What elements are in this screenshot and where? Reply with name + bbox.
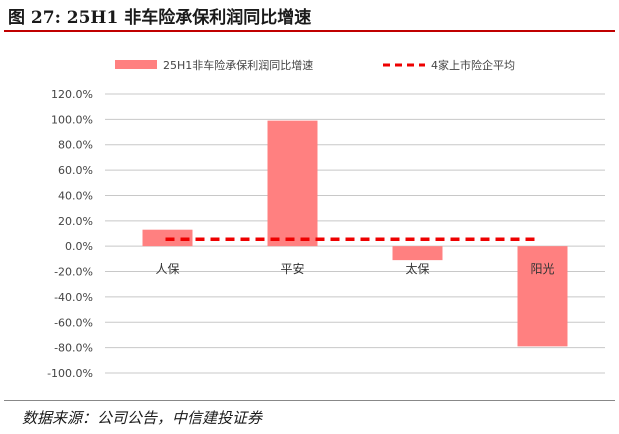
- y-tick-label: -100.0%: [47, 367, 93, 380]
- category-label: 阳光: [530, 262, 554, 276]
- grid-lines: [105, 93, 605, 374]
- y-tick-label: 20.0%: [58, 215, 93, 228]
- legend: 25H1非车险承保利润同比增速 4家上市险企平均: [115, 58, 515, 72]
- source-rule: [4, 400, 615, 401]
- y-tick-label: -80.0%: [54, 342, 93, 355]
- y-axis: 120.0% 100.0% 80.0% 60.0% 40.0% 20.0% 0.0% -20.…: [47, 88, 93, 380]
- y-tick-label: 120.0%: [51, 88, 93, 101]
- legend-bar-label: 25H1非车险承保利润同比增速: [163, 58, 313, 72]
- bar-太保: [392, 246, 443, 261]
- bar-阳光: [517, 246, 568, 347]
- figure-title: 图 27: 25H1 非车险承保利润同比增速: [8, 8, 312, 28]
- category-label: 太保: [405, 261, 429, 276]
- category-labels: 人保 平安 太保 阳光: [155, 261, 554, 276]
- category-label: 平安: [280, 261, 304, 276]
- y-tick-label: 0.0%: [65, 240, 93, 253]
- y-tick-label: -40.0%: [54, 291, 93, 304]
- y-tick-label: -60.0%: [54, 316, 93, 329]
- legend-line-label: 4家上市险企平均: [431, 58, 515, 72]
- y-tick-label: 60.0%: [58, 164, 93, 177]
- y-tick-label: 40.0%: [58, 189, 93, 202]
- bar-平安: [267, 120, 318, 247]
- category-label: 人保: [155, 262, 179, 276]
- bars: [142, 120, 568, 347]
- y-tick-label: -20.0%: [54, 266, 93, 279]
- y-tick-label: 100.0%: [51, 113, 93, 126]
- source-note: 数据来源：公司公告，中信建投证券: [22, 409, 263, 427]
- bar-chart: 120.0% 100.0% 80.0% 60.0% 40.0% 20.0% 0.0% -20.…: [47, 58, 605, 380]
- legend-bar-swatch: [115, 60, 157, 69]
- title-rule: [4, 30, 615, 32]
- y-tick-label: 80.0%: [58, 139, 93, 152]
